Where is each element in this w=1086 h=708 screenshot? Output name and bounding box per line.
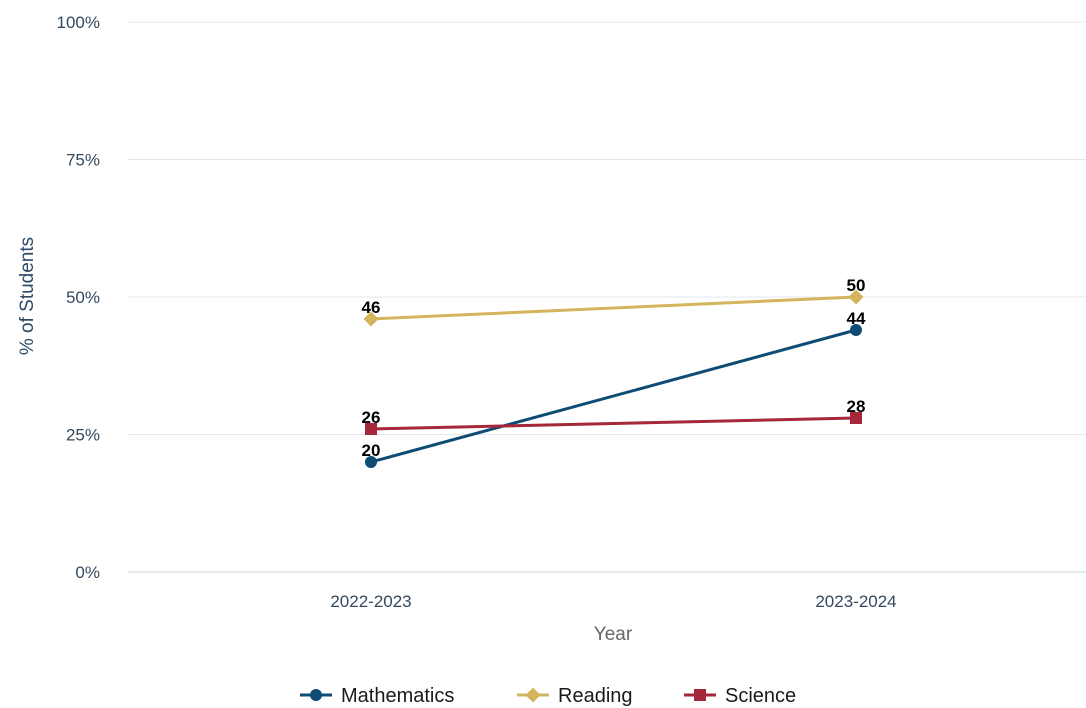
legend-label-mathematics: Mathematics [341,685,454,707]
legend-marker-reading [525,687,541,703]
series-line-mathematics [370,328,857,464]
data-label-science: 28 [847,397,866,416]
legend-marker-mathematics [310,689,322,701]
x-tick-label: 2022-2023 [330,592,411,611]
data-point-science [365,423,377,435]
data-point-reading [363,311,379,327]
series-line-science [370,416,857,431]
data-point-reading [848,289,864,305]
legend-item-mathematics[interactable]: Mathematics [300,685,454,707]
legend: Mathematics Reading Science [300,685,796,707]
data-label-mathematics: 20 [362,441,381,460]
data-point-science [850,412,862,424]
data-label-science: 26 [362,408,381,427]
y-tick-label: 50% [66,288,100,307]
legend-item-reading[interactable]: Reading [517,685,633,707]
data-label-reading: 46 [362,298,381,317]
data-labels: 20 44 46 50 26 28 [362,276,866,460]
data-point-mathematics [365,456,377,468]
legend-label-science: Science [725,685,796,707]
legend-item-science[interactable]: Science [684,685,796,707]
series-group [363,289,864,468]
legend-label-reading: Reading [558,685,633,707]
data-label-mathematics: 44 [847,309,866,328]
y-tick-label: 100% [57,13,100,32]
y-axis-title: % of Students [17,237,38,355]
gridlines [128,21,1086,573]
data-label-reading: 50 [847,276,866,295]
series-line-reading [370,295,857,321]
x-axis-ticks: 2022-2023 2023-2024 [330,592,896,611]
y-tick-label: 25% [66,426,100,445]
y-tick-label: 0% [75,563,100,582]
y-axis-ticks: 0% 25% 50% 75% 100% [57,13,100,582]
legend-marker-science [694,689,706,701]
y-tick-label: 75% [66,151,100,170]
x-tick-label: 2023-2024 [815,592,896,611]
data-point-mathematics [850,324,862,336]
x-axis-title: Year [594,624,633,645]
